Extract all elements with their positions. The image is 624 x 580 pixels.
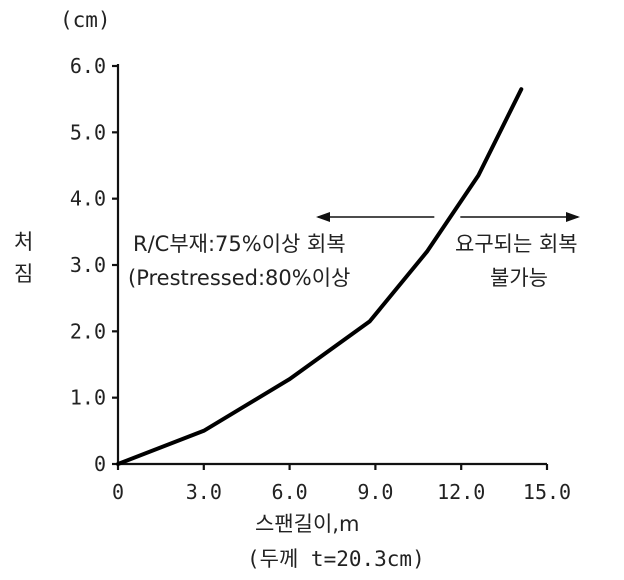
annotation-left-line-1: R/C부재:75%이상 회복 xyxy=(133,232,346,256)
y-tick-label: 3.0 xyxy=(70,253,106,277)
y-axis-title-char-1: 처 xyxy=(14,230,33,254)
y-tick-label: 4.0 xyxy=(70,187,106,211)
y-tick-label: 6.0 xyxy=(70,54,106,78)
x-tick-label: 6.0 xyxy=(272,480,308,504)
annotation-right-line-2: 불가능 xyxy=(490,266,548,290)
ticks: 0 1.0 2.0 3.0 4.0 5.0 6.0 0 3.0 6.0 9.0 12.0 15.0 xyxy=(70,54,571,504)
y-unit-label: (cm) xyxy=(60,8,111,32)
axes xyxy=(116,64,547,466)
y-tick-label: 5.0 xyxy=(70,120,106,144)
x-axis-title: 스팬길이,m xyxy=(255,512,359,536)
annotation-left-line-2: (Prestressed:80%이상 xyxy=(128,266,350,290)
y-axis-title-char-2: 짐 xyxy=(14,262,33,286)
y-tick-label: 1.0 xyxy=(70,386,106,410)
left-arrowhead xyxy=(316,212,330,222)
y-tick-label: 0 xyxy=(94,452,106,476)
x-tick-label: 15.0 xyxy=(523,480,571,504)
x-tick-label: 12.0 xyxy=(437,480,485,504)
x-tick-label: 9.0 xyxy=(357,480,393,504)
y-tick-label: 2.0 xyxy=(70,319,106,343)
x-tick-label: 3.0 xyxy=(186,480,222,504)
annotation-right-line-1: 요구되는 회복 xyxy=(455,232,578,256)
x-tick-label: 0 xyxy=(112,480,124,504)
x-axis-subtitle: (두께 t=20.3cm) xyxy=(247,547,425,571)
right-arrowhead xyxy=(566,212,580,222)
annotation-arrows xyxy=(316,212,580,222)
series-group xyxy=(116,87,524,466)
